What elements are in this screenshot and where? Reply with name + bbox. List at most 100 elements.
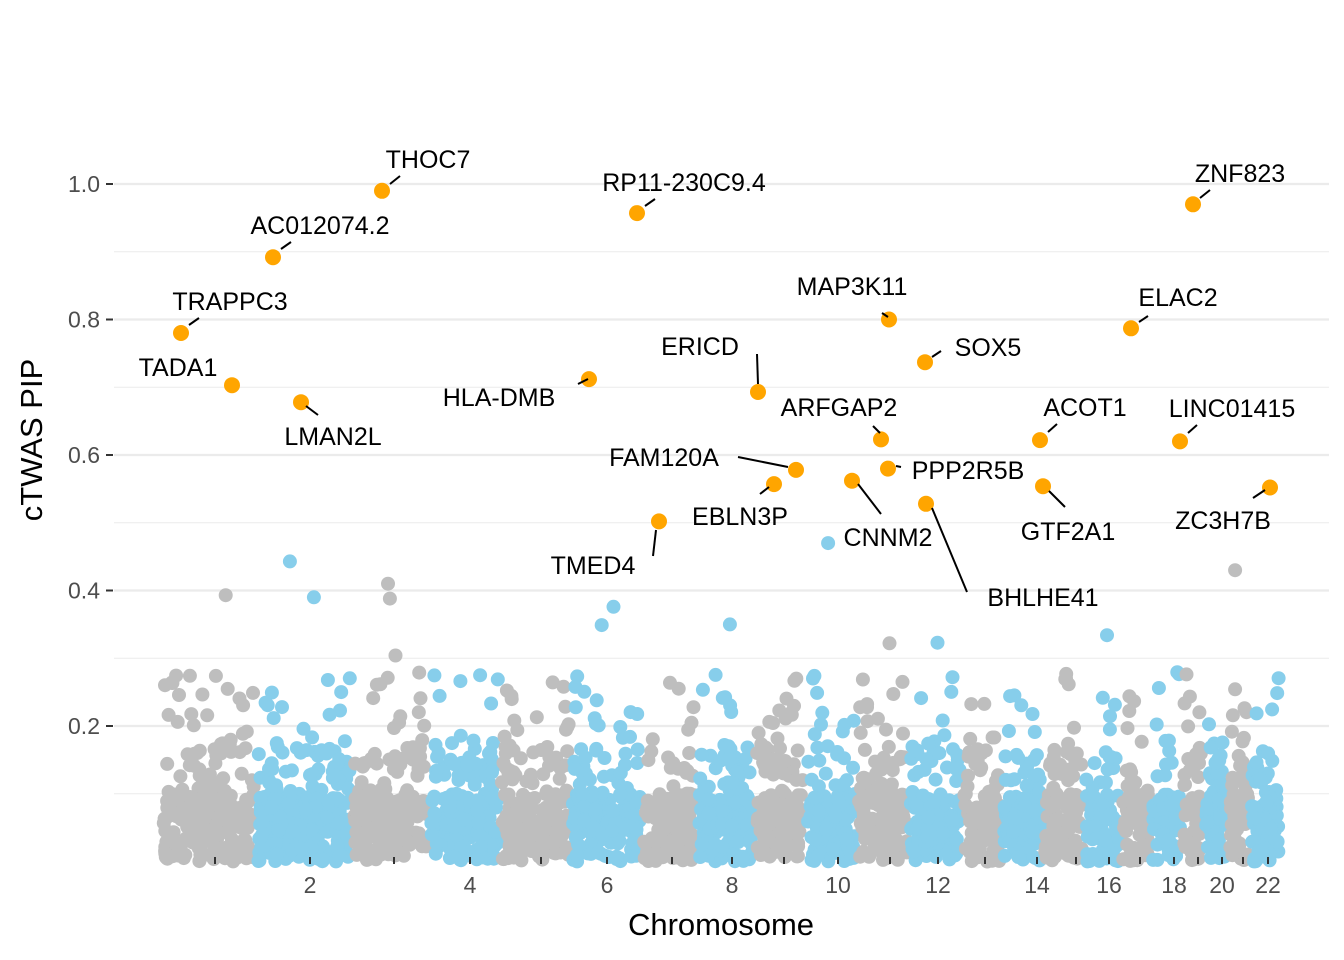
gene-point [1249, 706, 1264, 721]
gene-point [945, 812, 960, 827]
gene-point [306, 590, 321, 605]
gene-point [686, 700, 701, 715]
gene-label: MAP3K11 [797, 273, 908, 301]
gene-point [928, 772, 943, 787]
gene-point [1224, 724, 1239, 739]
gene-point [388, 648, 403, 663]
gene-label: HLA-DMB [443, 384, 556, 412]
gene-label: ERICD [661, 333, 739, 361]
gene-point [1178, 808, 1193, 823]
gene-point [812, 753, 827, 768]
gene-label: TMED4 [551, 552, 636, 580]
gene-point [224, 744, 239, 759]
y-tick-label: 0.8 [68, 307, 100, 333]
gene-point [220, 681, 235, 696]
gene-point [174, 804, 189, 819]
gene-point [342, 671, 357, 686]
gene-point [790, 799, 805, 814]
gene-point [510, 723, 525, 738]
gene-point [299, 743, 314, 758]
gene-point [1102, 750, 1117, 765]
gene-point [718, 690, 733, 705]
gene-point [663, 675, 677, 690]
gene-point [1117, 820, 1132, 835]
gene-point [837, 751, 851, 766]
gene-point [1017, 798, 1032, 813]
gene-point [432, 688, 447, 703]
gene-point [265, 762, 280, 777]
gene-point [239, 724, 254, 739]
gene-point [218, 588, 233, 603]
gridlines [114, 182, 1329, 795]
gene-point [533, 844, 548, 859]
gene-point [275, 700, 289, 715]
gene-point [552, 771, 567, 786]
gene-point [1027, 725, 1042, 739]
gene-point [777, 810, 792, 825]
gene-point [882, 636, 897, 651]
gene-point [1098, 833, 1113, 848]
gene-point [220, 809, 235, 824]
gene-point [1228, 563, 1243, 578]
gene-point [811, 804, 826, 819]
highlighted-gene-point [265, 249, 281, 266]
gene-point [666, 779, 681, 794]
gene-point [1026, 825, 1041, 840]
gene-point [998, 772, 1013, 787]
gene-point [195, 687, 210, 702]
gene-point [488, 824, 503, 839]
gene-point [722, 751, 737, 765]
gene-point [483, 777, 498, 792]
gene-point [353, 841, 368, 856]
gene-point [1192, 705, 1207, 720]
gene-point [283, 784, 298, 798]
gene-label: ACOT1 [1043, 394, 1126, 422]
gene-point [381, 576, 395, 591]
gene-point [578, 750, 593, 765]
gene-point [1224, 801, 1238, 816]
gene-point [825, 842, 840, 857]
gene-label: AC012074.2 [250, 212, 389, 240]
gene-point [985, 730, 1000, 745]
gene-point [411, 705, 426, 720]
gene-point [1019, 778, 1034, 793]
gene-point [967, 841, 982, 856]
gene-point [778, 754, 793, 768]
gene-point [1107, 697, 1122, 712]
gene-label: CNNM2 [844, 524, 933, 552]
gene-point [453, 728, 468, 743]
gene-point [1158, 768, 1173, 783]
gene-point [629, 822, 644, 837]
gene-point [568, 831, 583, 846]
gene-point [400, 783, 415, 798]
gene-point [779, 691, 794, 706]
gene-point [1158, 733, 1173, 748]
gene-point [977, 696, 992, 711]
gene-label: ELAC2 [1138, 284, 1217, 312]
gene-point [1095, 690, 1110, 705]
gene-point [371, 821, 386, 836]
gene-point [316, 852, 331, 867]
gene-point [701, 792, 716, 807]
gene-point [896, 726, 910, 741]
leader-line [931, 507, 968, 593]
highlighted-gene-point [629, 205, 645, 222]
gene-point [556, 826, 571, 841]
x-tick-label: 20 [1209, 872, 1235, 898]
gene-point [341, 781, 356, 796]
gene-label: GTF2A1 [1021, 518, 1115, 546]
gene-point [734, 850, 749, 865]
gene-point [388, 749, 402, 764]
gene-point [964, 697, 979, 712]
gene-point [206, 852, 221, 867]
gene-point [380, 807, 395, 821]
gene-point [630, 707, 645, 721]
gene-point [548, 846, 563, 861]
gene-point [470, 803, 485, 818]
gene-point [568, 679, 583, 694]
gene-point [233, 820, 248, 835]
gene-point [1261, 746, 1276, 761]
gene-point [386, 762, 401, 777]
gene-point [238, 741, 253, 756]
gene-point [1102, 845, 1117, 860]
